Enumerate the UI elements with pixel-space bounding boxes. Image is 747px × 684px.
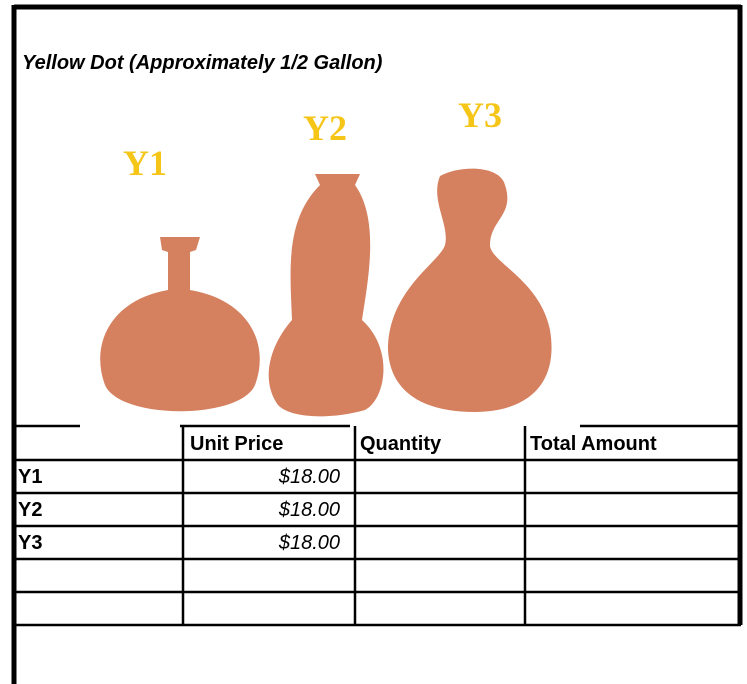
vases-image: Y1 Y2 Y3 bbox=[80, 95, 580, 425]
table-grid bbox=[14, 424, 741, 627]
table-rows: Y1 $18.00 Y2 $18.00 Y3 $18.00 bbox=[18, 466, 340, 554]
header-cell: Quantity bbox=[360, 433, 442, 455]
vase-label: Y3 bbox=[458, 95, 502, 135]
row-label: Y1 bbox=[18, 466, 42, 488]
vase-y2 bbox=[268, 174, 384, 417]
vase-y1 bbox=[100, 237, 260, 412]
row-label: Y3 bbox=[18, 532, 42, 554]
vase-label: Y2 bbox=[303, 108, 347, 148]
unit-price: $18.00 bbox=[278, 466, 340, 488]
header-cell: Unit Price bbox=[190, 433, 283, 455]
vase-label: Y1 bbox=[123, 143, 167, 183]
title: Yellow Dot (Approximately 1/2 Gallon) bbox=[22, 52, 383, 74]
row-label: Y2 bbox=[18, 499, 42, 521]
unit-price: $18.00 bbox=[278, 532, 340, 554]
unit-price: $18.00 bbox=[278, 499, 340, 521]
vase-y3 bbox=[388, 168, 552, 412]
header-cell: Total Amount bbox=[530, 433, 657, 455]
